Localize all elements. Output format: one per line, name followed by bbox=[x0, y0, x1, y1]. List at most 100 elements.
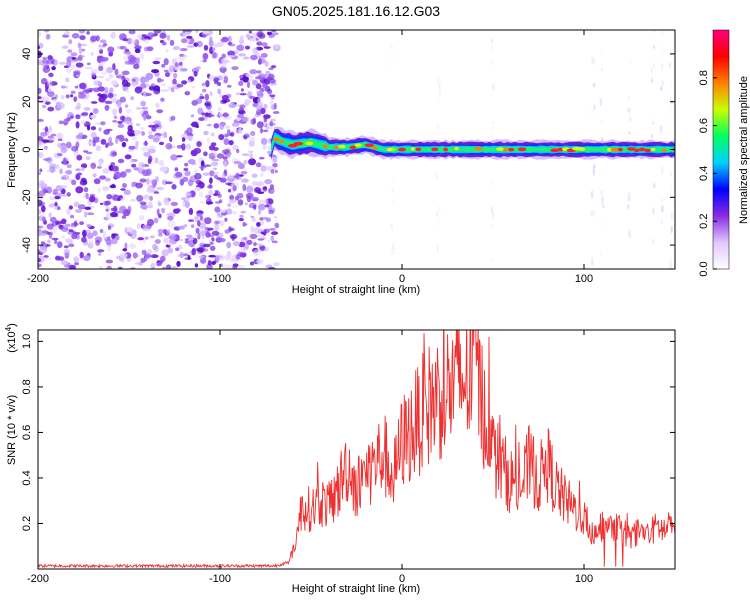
noise-streak bbox=[628, 106, 631, 116]
noise-blob bbox=[157, 202, 162, 207]
noise-blob bbox=[202, 34, 207, 38]
colorbar-gradient bbox=[712, 29, 730, 270]
noise-blob bbox=[256, 222, 261, 227]
noise-blob bbox=[178, 238, 184, 242]
noise-blob bbox=[99, 94, 105, 98]
noise-blob bbox=[213, 175, 219, 179]
y-tick-label: 20 bbox=[21, 96, 33, 108]
noise-blob bbox=[268, 125, 274, 130]
noise-blob bbox=[108, 136, 113, 143]
noise-blob bbox=[184, 201, 190, 208]
noise-blob bbox=[90, 35, 98, 42]
noise-blob bbox=[168, 235, 174, 240]
noise-streak bbox=[661, 30, 665, 35]
noise-blob bbox=[201, 82, 206, 87]
noise-blob bbox=[38, 258, 42, 263]
noise-blob bbox=[119, 206, 124, 213]
noise-blob bbox=[150, 179, 157, 184]
noise-streak bbox=[392, 251, 395, 255]
noise-blob bbox=[156, 208, 160, 216]
heatmap-y-ticks: -40 -20 0 20 40 bbox=[21, 48, 675, 253]
noise-blob bbox=[250, 215, 255, 219]
noise-blob bbox=[136, 107, 141, 110]
noise-blob bbox=[194, 186, 201, 192]
noise-blob bbox=[185, 197, 190, 202]
noise-streak bbox=[669, 258, 672, 266]
noise-streak bbox=[652, 62, 656, 68]
noise-blob bbox=[141, 249, 147, 255]
noise-blob bbox=[270, 169, 275, 174]
ridge-hotspot bbox=[371, 146, 378, 150]
noise-blob bbox=[209, 36, 213, 44]
noise-blob bbox=[61, 227, 69, 233]
noise-streak bbox=[491, 257, 494, 263]
noise-blob bbox=[75, 186, 84, 194]
noise-blob bbox=[117, 158, 125, 164]
noise-blob bbox=[183, 224, 188, 228]
noise-streak bbox=[669, 122, 671, 127]
noise-blob bbox=[135, 261, 141, 265]
noise-blob bbox=[153, 120, 162, 126]
noise-blob bbox=[135, 123, 141, 126]
noise-blob bbox=[236, 44, 245, 51]
noise-blob bbox=[96, 55, 104, 59]
noise-streak bbox=[650, 65, 653, 75]
noise-blob bbox=[140, 76, 147, 84]
noise-blob bbox=[109, 74, 114, 79]
noise-blob bbox=[241, 178, 249, 183]
noise-blob bbox=[132, 78, 136, 82]
noise-blob bbox=[255, 109, 262, 115]
noise-blob bbox=[220, 37, 229, 43]
noise-blob bbox=[63, 264, 71, 268]
noise-blob bbox=[238, 110, 246, 115]
ridge-hotspot bbox=[333, 145, 340, 150]
noise-blob bbox=[139, 178, 147, 183]
noise-blob bbox=[147, 158, 152, 165]
noise-blob bbox=[82, 88, 91, 94]
noise-blob bbox=[251, 181, 258, 186]
noise-streak bbox=[390, 61, 393, 66]
noise-blob bbox=[47, 106, 55, 112]
snr-x-ticks: -200 -100 0 100 bbox=[27, 330, 593, 585]
noise-blob bbox=[162, 229, 167, 234]
noise-blob bbox=[66, 169, 72, 175]
noise-blob bbox=[55, 164, 60, 170]
noise-blob bbox=[172, 46, 180, 51]
noise-blob bbox=[249, 136, 256, 144]
noise-streak bbox=[627, 95, 630, 100]
noise-blob bbox=[244, 98, 252, 104]
noise-blob bbox=[86, 31, 90, 35]
snr-scale-close: ) bbox=[6, 323, 18, 327]
noise-blob bbox=[175, 247, 180, 251]
snr-y-ticks: 0.2 0.4 0.6 0.8 1.0 bbox=[21, 334, 675, 531]
noise-blob bbox=[214, 189, 219, 194]
noise-blob bbox=[187, 255, 191, 260]
noise-blob bbox=[59, 168, 63, 175]
y-tick-label: 0.2 bbox=[21, 516, 33, 531]
noise-blob bbox=[152, 243, 158, 251]
noise-blob bbox=[105, 77, 111, 82]
y-tick-label: -20 bbox=[21, 189, 33, 205]
noise-streak bbox=[390, 43, 393, 50]
noise-blob bbox=[70, 94, 74, 98]
noise-blob bbox=[44, 257, 52, 261]
noise-blob bbox=[104, 86, 109, 94]
noise-blob bbox=[165, 181, 173, 185]
noise-blob bbox=[273, 215, 278, 219]
noise-streak bbox=[602, 166, 604, 172]
noise-blob bbox=[224, 254, 232, 261]
noise-blob bbox=[216, 153, 225, 159]
noise-blob bbox=[89, 195, 96, 203]
ridge-hotspot bbox=[508, 147, 515, 152]
x-tick-label: -200 bbox=[27, 273, 49, 285]
noise-blob bbox=[239, 93, 247, 96]
noise-blob bbox=[85, 192, 89, 200]
noise-blob bbox=[126, 226, 133, 233]
noise-blob bbox=[272, 163, 278, 168]
noise-streak bbox=[627, 194, 630, 202]
noise-blob bbox=[233, 211, 237, 215]
noise-blob bbox=[237, 199, 244, 206]
noise-blob bbox=[216, 212, 221, 218]
noise-blob bbox=[58, 224, 64, 230]
noise-blob bbox=[163, 197, 169, 205]
